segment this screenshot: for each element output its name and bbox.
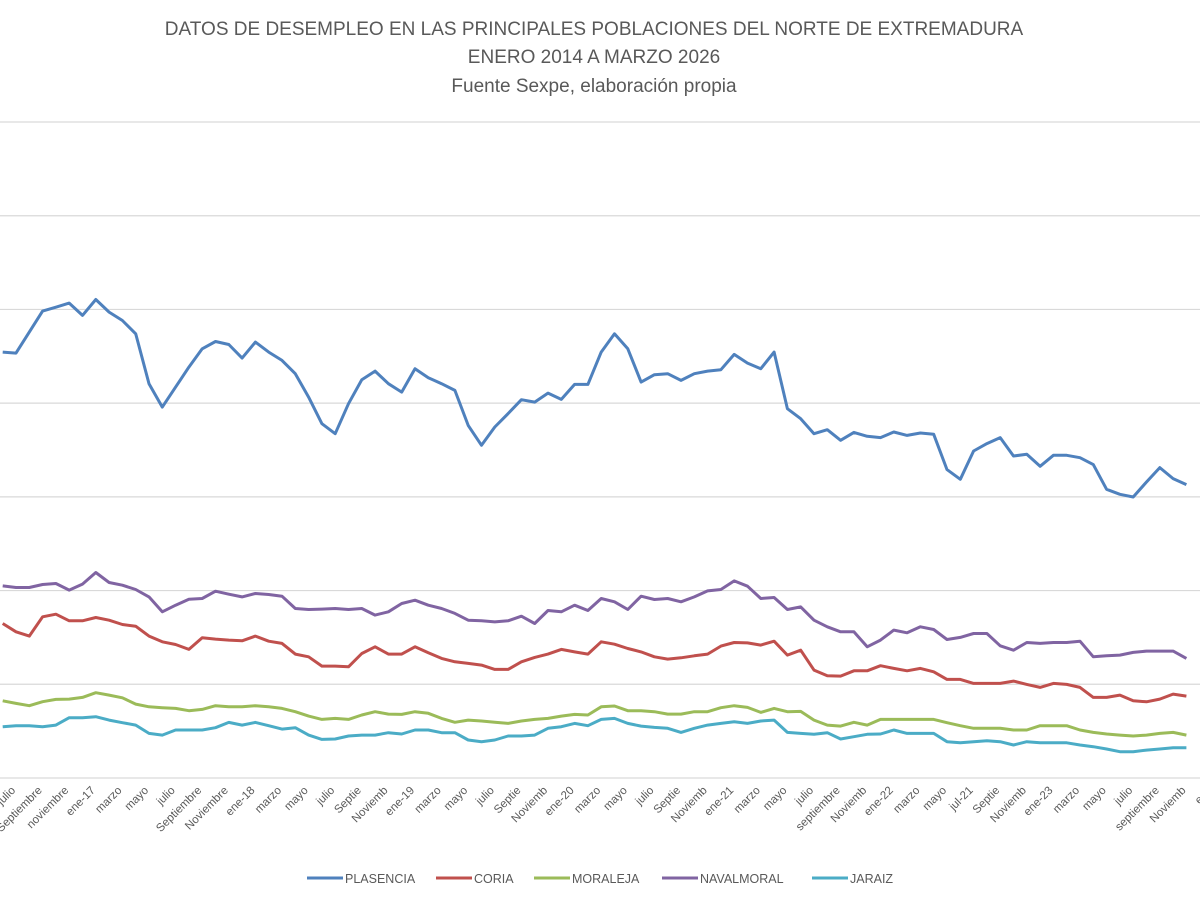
x-tick-label: julio [1112, 785, 1136, 809]
x-tick-label: ene-22 [862, 785, 896, 819]
x-tick-label: ene-17 [64, 785, 98, 819]
x-tick-label: mayo [282, 785, 310, 813]
x-tick-label: marzo [572, 785, 603, 816]
legend-label: PLASENCIA [345, 872, 416, 886]
series-lines [1, 298, 1188, 754]
x-tick-label: mayo [761, 785, 789, 813]
x-tick-label: mayo [921, 785, 949, 813]
chart-title: DATOS DE DESEMPLEO EN LAS PRINCIPALES PO… [165, 19, 1024, 40]
x-tick-label: marzo [413, 785, 444, 816]
x-tick-label: julio [314, 785, 338, 809]
x-tick-label: ene-19 [383, 785, 417, 819]
series-line-coria [1, 612, 1187, 704]
x-tick-label: mayo [1080, 785, 1108, 813]
legend-item-plasencia: PLASENCIA [307, 872, 416, 886]
x-tick-label: mayo [123, 785, 151, 813]
x-tick-label: marzo [93, 785, 124, 816]
legend-label: JARAIZ [850, 872, 893, 886]
series-line-navalmoral [2, 571, 1188, 660]
legend-item-coria: CORIA [436, 872, 514, 886]
x-tick-label: julio [154, 785, 178, 809]
legend-item-jaraiz: JARAIZ [812, 872, 893, 886]
chart-subtitle: ENERO 2014 A MARZO 2026 [468, 47, 720, 68]
series-line-moraleja [2, 691, 1187, 738]
x-tick-label: marzo [1051, 785, 1082, 816]
legend-label: MORALEJA [572, 872, 640, 886]
series-line-plasencia [2, 298, 1188, 499]
x-tick-label: marzo [253, 785, 284, 816]
x-tick-label: marzo [891, 785, 922, 816]
x-tick-label: ene-18 [224, 785, 258, 819]
series-line-jaraiz [2, 715, 1187, 754]
x-tick-label: ene-20 [543, 785, 577, 819]
x-tick-label: mayo [602, 785, 630, 813]
x-tick-label: julio [792, 785, 816, 809]
legend-item-navalmoral: NAVALMORAL [662, 872, 784, 886]
legend-label: NAVALMORAL [700, 872, 784, 886]
x-tick-label: mayo [442, 785, 470, 813]
x-tick-label: ene-21 [703, 785, 737, 819]
legend-label: CORIA [474, 872, 514, 886]
gridlines [0, 121, 1200, 779]
x-tick-label: ene-23 [1022, 785, 1056, 819]
x-tick-label: marzo [732, 785, 763, 816]
x-tick-label: julio [633, 785, 657, 809]
legend-item-moraleja: MORALEJA [534, 872, 640, 886]
chart-source-note: Fuente Sexpe, elaboración propia [451, 76, 737, 97]
x-tick-label: ene [1193, 785, 1200, 807]
legend: PLASENCIA CORIA MORALEJA NAVALMORAL JARAIZ [307, 872, 893, 886]
x-tick-label: julio [473, 785, 497, 809]
